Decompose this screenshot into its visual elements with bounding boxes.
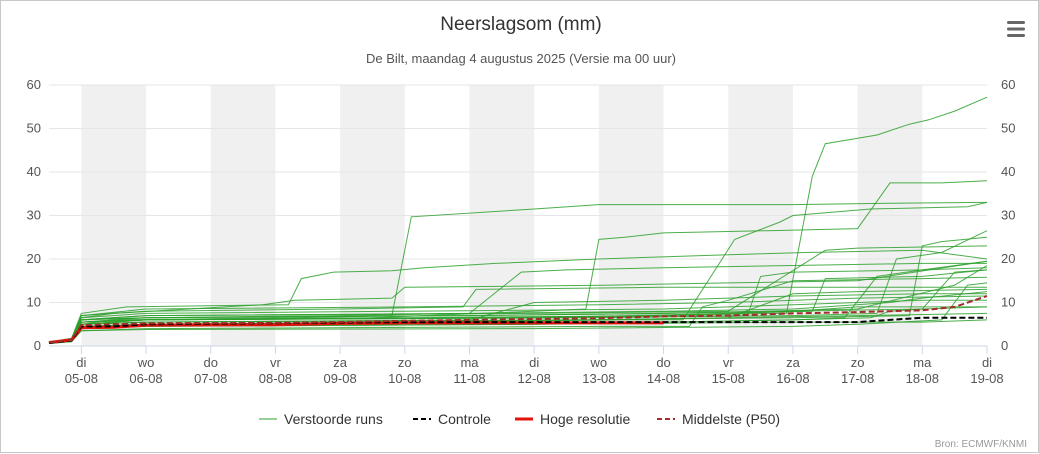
x-tick-day-label: ma [460,355,479,370]
chart-subtitle: De Bilt, maandag 4 augustus 2025 (Versie… [366,51,676,66]
y-tick-label-left: 0 [34,338,41,353]
x-tick-date-label: 16-08 [776,371,809,386]
y-tick-label-right: 30 [1001,208,1015,223]
legend-item[interactable]: Middelste (P50) [657,411,780,427]
x-tick-date-label: 12-08 [518,371,551,386]
x-tick-date-label: 06-08 [129,371,162,386]
y-tick-label-left: 20 [27,251,41,266]
ensemble-run-line [48,249,988,343]
y-tick-label-right: 0 [1001,338,1008,353]
series-layer [48,96,988,344]
x-tick-date-label: 13-08 [582,371,615,386]
x-tick-day-label: za [333,355,348,370]
y-tick-label-left: 50 [27,121,41,136]
x-tick-day-label: di [76,355,86,370]
x-tick-date-label: 08-08 [259,371,292,386]
y-tick-label-left: 60 [27,77,41,92]
y-tick-label-right: 10 [1001,295,1015,310]
x-tick-day-label: wo [590,355,608,370]
x-tick-day-label: za [786,355,801,370]
x-tick-date-label: 19-08 [970,371,1003,386]
chart-title: Neerslagsom (mm) [440,14,602,35]
median-line [48,295,988,344]
y-tick-label-left: 40 [27,164,41,179]
x-tick-day-label: wo [137,355,155,370]
y-tick-label-right: 60 [1001,77,1015,92]
y-tick-label-right: 40 [1001,164,1015,179]
ensemble-run-line [48,245,988,343]
x-tick-date-label: 11-08 [453,371,485,386]
x-tick-date-label: 07-08 [194,371,227,386]
credit-text[interactable]: Bron: ECMWF/KNMI [935,439,1027,450]
legend-item[interactable]: Verstoorde runs [259,411,383,427]
x-tick-day-label: zo [851,355,865,370]
y-tick-label-right: 20 [1001,251,1015,266]
legend-label: Controle [438,411,491,427]
x-tick-day-label: di [982,355,992,370]
legend-item[interactable]: Hoge resolutie [515,411,630,427]
x-tick-date-label: 10-08 [388,371,421,386]
x-tick-day-label: do [656,355,670,370]
x-tick-date-label: 17-08 [841,371,874,386]
x-tick-day-label: di [529,355,539,370]
y-tick-label-left: 10 [27,295,41,310]
x-tick-day-label: ma [913,355,932,370]
legend-label: Hoge resolutie [540,411,630,427]
x-tick-day-label: vr [723,355,735,370]
gridlines [49,84,987,303]
x-tick-date-label: 09-08 [323,371,356,386]
legend-item[interactable]: Controle [413,411,491,427]
x-tick-day-label: do [203,355,217,370]
ensemble-run-line [48,295,988,343]
y-tick-label-left: 30 [27,208,41,223]
legend: Verstoorde runs Controle Hoge resolutie Mid… [259,411,780,427]
x-tick-date-label: 14-08 [647,371,680,386]
x-tick-date-label: 15-08 [712,371,745,386]
x-tick-day-label: zo [398,355,412,370]
x-tick-date-label: 05-08 [65,371,98,386]
x-tick-date-label: 18-08 [906,371,939,386]
hamburger-menu-icon[interactable] [1005,19,1027,39]
control-line [48,316,987,344]
legend-label: Verstoorde runs [284,411,383,427]
legend-label: Middelste (P50) [682,411,780,427]
y-tick-label-right: 50 [1001,121,1015,136]
x-tick-day-label: vr [270,355,282,370]
